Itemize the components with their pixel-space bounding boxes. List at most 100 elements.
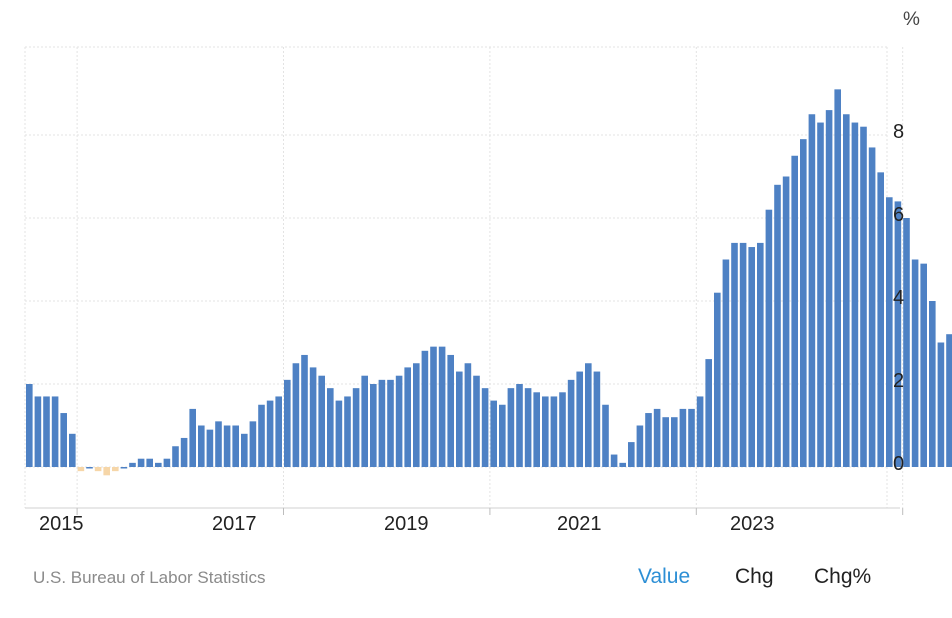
bar xyxy=(757,242,764,467)
bar xyxy=(748,247,755,467)
bar xyxy=(817,122,824,468)
bar xyxy=(129,462,136,467)
bar xyxy=(464,363,472,467)
bar xyxy=(26,384,33,467)
bar xyxy=(705,359,712,467)
bar xyxy=(851,122,859,468)
bar xyxy=(275,396,282,467)
bar xyxy=(524,388,532,467)
bar xyxy=(731,242,738,467)
bar xyxy=(232,425,239,467)
bar xyxy=(378,379,386,467)
bar xyxy=(51,396,59,467)
bar xyxy=(507,388,515,467)
bar xyxy=(619,462,626,467)
bar xyxy=(198,425,205,467)
bar xyxy=(103,467,110,476)
bar xyxy=(610,454,618,467)
y-tick-label: 4 xyxy=(893,287,904,309)
bar xyxy=(782,176,790,467)
bar xyxy=(146,458,153,467)
bar xyxy=(249,421,257,467)
bar xyxy=(309,367,317,467)
unit-label: % xyxy=(903,9,920,30)
y-tick-label: 2 xyxy=(893,370,904,392)
bar xyxy=(43,396,50,467)
bar xyxy=(825,110,833,467)
bar xyxy=(920,263,927,467)
bar xyxy=(636,425,644,467)
bar xyxy=(645,413,652,467)
bar xyxy=(421,350,429,467)
bar xyxy=(163,458,171,467)
bar xyxy=(714,292,721,467)
bar xyxy=(628,442,635,467)
bar xyxy=(189,408,196,467)
bar xyxy=(258,404,265,467)
bar xyxy=(292,363,300,467)
bar xyxy=(215,421,222,467)
bar xyxy=(499,404,506,467)
bar xyxy=(800,139,807,467)
bar xyxy=(929,301,936,467)
bar xyxy=(430,346,437,467)
bar xyxy=(447,354,454,467)
bar xyxy=(34,396,42,467)
bar xyxy=(688,408,695,467)
y-tick-label: 8 xyxy=(893,121,904,143)
bar xyxy=(834,89,841,467)
bar xyxy=(120,467,128,469)
grid-layer xyxy=(24,46,904,515)
bar xyxy=(395,375,403,467)
bar xyxy=(137,458,145,467)
tab-chg-percent[interactable]: Chg% xyxy=(814,565,872,588)
bar xyxy=(60,413,67,467)
bar xyxy=(868,147,876,467)
bar xyxy=(542,396,549,467)
x-tick-label: 2019 xyxy=(384,513,429,535)
bar xyxy=(533,392,540,467)
bar xyxy=(843,114,850,467)
bar xyxy=(77,467,85,472)
bar xyxy=(361,375,368,467)
bar xyxy=(937,342,945,467)
bar xyxy=(679,408,687,467)
x-tick-label: 2023 xyxy=(730,513,775,535)
bar xyxy=(739,242,747,467)
view-tabs: Value Chg Chg% xyxy=(630,565,900,595)
bar xyxy=(886,197,893,467)
bar xyxy=(370,384,377,467)
bar xyxy=(903,218,910,467)
bar xyxy=(516,384,523,467)
bar xyxy=(438,346,446,467)
x-tick-label: 2017 xyxy=(212,513,257,535)
bar xyxy=(69,433,76,467)
bar xyxy=(335,400,343,467)
bar xyxy=(567,379,575,467)
bar xyxy=(490,400,497,467)
bar xyxy=(550,396,558,467)
bar xyxy=(877,172,884,467)
bars-layer xyxy=(26,89,952,476)
y-tick-label: 6 xyxy=(893,204,904,226)
bar xyxy=(653,408,661,467)
bar xyxy=(911,259,919,467)
bar xyxy=(593,371,601,467)
tab-value[interactable]: Value xyxy=(638,565,691,588)
bar xyxy=(774,184,781,468)
bar xyxy=(404,367,411,467)
bar xyxy=(94,467,102,472)
bar xyxy=(576,371,583,467)
bar xyxy=(456,371,463,467)
bar xyxy=(894,201,902,467)
bar xyxy=(223,425,231,467)
bar xyxy=(860,126,867,467)
bar xyxy=(808,114,816,467)
tab-chg[interactable]: Chg xyxy=(735,565,774,588)
bar xyxy=(585,363,592,467)
bar xyxy=(387,379,394,467)
bar xyxy=(318,375,325,467)
bar xyxy=(602,404,609,467)
bar xyxy=(662,417,669,467)
